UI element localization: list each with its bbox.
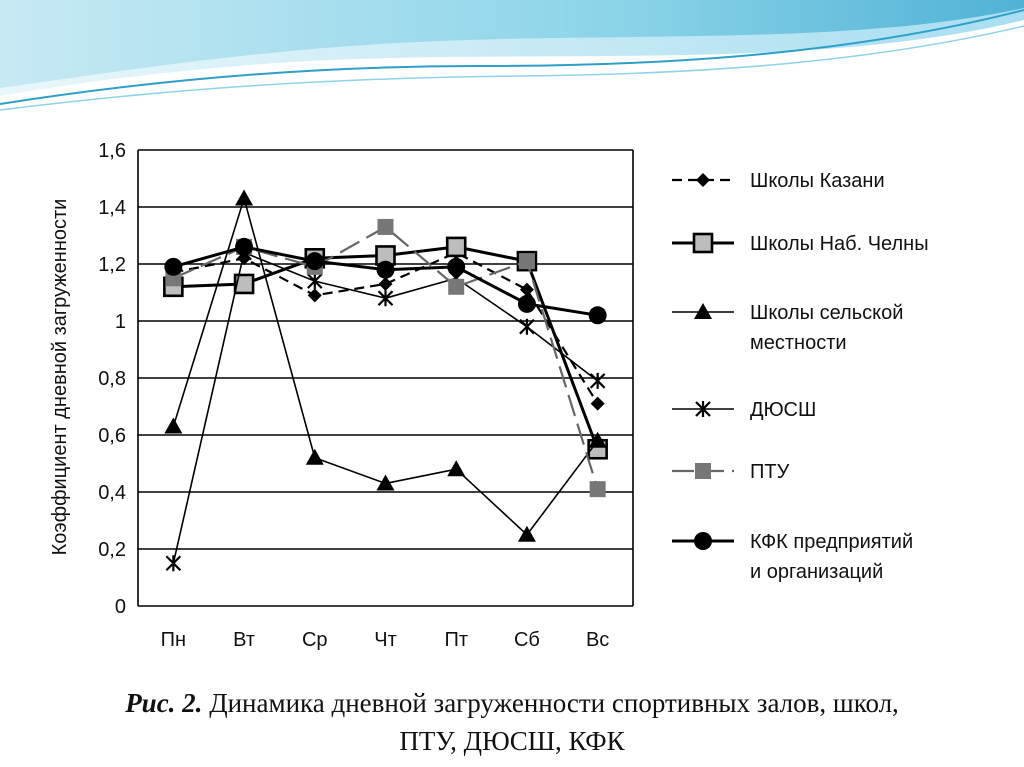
data-point: [307, 273, 323, 290]
legend-label: Школы сельской местности: [750, 302, 903, 354]
legend-label: Школы Казани: [750, 170, 885, 192]
data-point: [165, 555, 182, 572]
legend-entry-1: Школы Наб. Челны: [672, 232, 929, 255]
y-tick-label: 0,8: [98, 368, 126, 390]
data-point: [445, 236, 467, 258]
legend-label: ПТУ: [750, 461, 790, 483]
data-point: [590, 396, 605, 411]
y-tick-label: 1: [115, 311, 126, 333]
legend-entry-3: ДЮСШ: [672, 399, 816, 421]
legend-marker: [696, 173, 710, 187]
figure-caption: Рис. 2. Динамика дневной загруженности с…: [0, 684, 1024, 760]
x-tick-label: Пн: [161, 629, 186, 651]
caption-label: Рис. 2.: [125, 688, 203, 718]
decorative-wave: [0, 0, 1024, 111]
series-5: [164, 237, 607, 325]
x-tick-label: Сб: [514, 629, 540, 651]
legend-marker: [695, 463, 711, 479]
line-chart: 0 0,2 0,4 0,6 0,8 1 1,2 1,4 1,6 Пн Вт Ср Чт Пт Сб Вс К…: [36, 125, 990, 678]
y-tick-label: 0,4: [98, 482, 126, 504]
data-point: [377, 218, 394, 235]
x-tick-label: Чт: [374, 629, 397, 651]
legend-marker: [692, 232, 714, 254]
data-point: [517, 525, 536, 542]
data-point: [235, 237, 254, 256]
data-point: [588, 431, 607, 448]
x-tick-label: Вт: [233, 629, 255, 651]
data-point: [589, 481, 606, 498]
legend-entry-0: Школы Казани: [672, 170, 885, 192]
series-lines: [163, 189, 608, 572]
x-tick-label: Пт: [444, 629, 468, 651]
legend-label: КФК предприятий и организаций: [750, 531, 913, 583]
legend-entry-4: ПТУ: [672, 461, 790, 483]
x-tick-label: Вс: [586, 629, 609, 651]
data-point: [377, 290, 394, 307]
data-point: [164, 257, 183, 276]
legend-marker: [694, 303, 712, 319]
x-tick-labels: Пн Вт Ср Чт Пт Сб Вс: [161, 629, 610, 651]
data-point: [519, 318, 535, 335]
series-2: [164, 189, 607, 542]
caption-line-1: Динамика дневной загруженности спортивны…: [209, 688, 899, 718]
data-point: [233, 273, 255, 295]
data-point: [518, 253, 535, 270]
y-tick-label: 1,6: [98, 140, 126, 162]
x-tick-label: Ср: [302, 629, 328, 651]
y-tick-label: 1,4: [98, 197, 126, 219]
caption-line-2: ПТУ, ДЮСШ, КФК: [399, 726, 625, 756]
data-point: [447, 257, 466, 276]
data-point: [447, 460, 466, 477]
chart-frame: [36, 125, 990, 678]
y-tick-labels: 0 0,2 0,4 0,6 0,8 1 1,2 1,4 1,6: [98, 140, 126, 618]
data-point: [378, 276, 393, 291]
data-point: [164, 417, 183, 434]
legend-entry-5: КФК предприятий и организаций: [672, 531, 913, 583]
data-point: [519, 282, 534, 297]
data-point: [307, 288, 322, 303]
data-point: [305, 252, 324, 271]
legend-label: ДЮСШ: [750, 399, 816, 421]
data-point: [589, 372, 606, 389]
data-point: [305, 448, 324, 465]
legend-label: Школы Наб. Челны: [750, 233, 929, 255]
legend-entry-2: Школы сельской местности: [672, 302, 903, 354]
legend-marker: [695, 401, 711, 417]
y-tick-label: 1,2: [98, 254, 126, 276]
data-point: [376, 260, 395, 279]
data-point: [235, 189, 254, 206]
y-tick-label: 0: [115, 596, 126, 618]
legend-marker: [694, 532, 712, 550]
data-point: [588, 306, 607, 325]
data-point: [448, 278, 465, 295]
y-tick-label: 0,2: [98, 539, 126, 561]
legend: Школы Казани Школы Наб. Челны Школы сельск…: [672, 170, 929, 583]
data-point: [517, 294, 536, 313]
data-point: [376, 474, 395, 491]
y-axis-label: Коэффициент дневной загруженности: [49, 199, 71, 556]
y-tick-label: 0,6: [98, 425, 126, 447]
